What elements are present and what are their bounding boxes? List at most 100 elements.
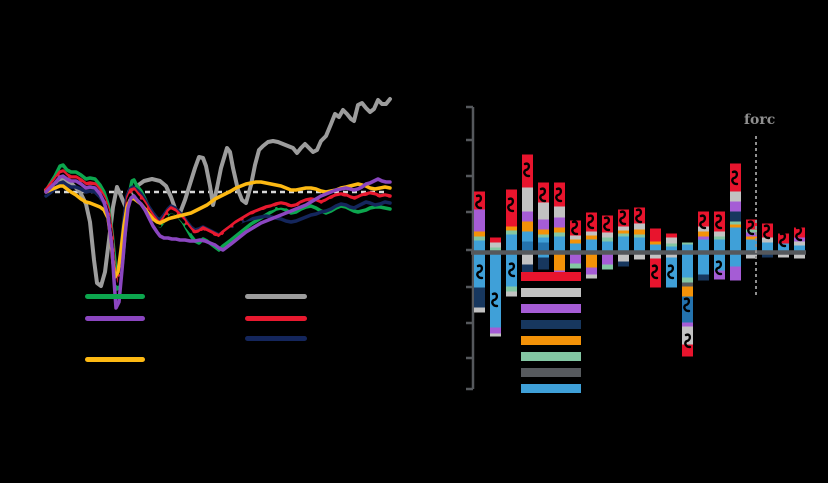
bar-3-value-glyph-0: [507, 197, 515, 213]
bar-2-seg-seafoam: [490, 247, 501, 251]
bar-1-seg-gray_light: [474, 307, 485, 313]
bar-4-seg-navy: [522, 264, 533, 273]
bar-6-seg-seafoam: [554, 232, 565, 237]
line-series-gray: [44, 97, 392, 288]
bar-18-seg-red: [746, 219, 757, 230]
bar-5-seg-gray_light: [538, 202, 549, 220]
bar-20-value-glyph-0: [779, 232, 787, 248]
bar-4-seg-gray_light: [522, 187, 533, 212]
bar-16-seg-seafoam: [714, 236, 725, 240]
bar-13-seg-gray_light: [666, 237, 677, 244]
bar-9-seg-purple: [602, 254, 613, 265]
bar-1-seg-seafoam: [474, 236, 485, 241]
bar-3-seg-red: [506, 189, 517, 227]
bar-21-seg-blue: [794, 245, 805, 251]
bar-13-value-glyph-0: [667, 264, 675, 280]
bar-2-seg-gray_light: [490, 242, 501, 248]
legend-swatch-yellow-series: [85, 357, 145, 362]
bar-10-seg-seafoam: [618, 233, 629, 237]
bar-9-seg-gray_light: [602, 232, 613, 238]
bar-15-seg-orange: [698, 231, 709, 237]
bar-1-seg-blue: [474, 240, 485, 251]
bar-1-seg-purple: [474, 209, 485, 232]
bar-19-seg-gray_light: [762, 237, 773, 243]
bar-legend-swatch-blue: [521, 384, 581, 393]
bar-13-seg-blue: [666, 246, 677, 251]
bar-11-seg-orange: [634, 229, 645, 235]
bar-6-seg-purple: [554, 217, 565, 228]
legend-swatch-green-series: [85, 294, 145, 299]
bar-15-seg-blue: [698, 254, 709, 275]
bar-4-seg-orange: [522, 221, 533, 232]
bar-13-seg-seafoam: [666, 243, 677, 247]
bar-11-seg-gray_light: [634, 223, 645, 230]
bar-21-seg-gray_light: [794, 254, 805, 259]
bar-3-seg-gray_light: [506, 291, 517, 297]
legend-swatch-red-series: [245, 316, 307, 321]
bar-8-seg-purple: [586, 267, 597, 275]
bar-18-seg-seafoam: [746, 229, 757, 233]
bar-6-seg-orange: [554, 254, 565, 271]
bar-3-seg-seafoam: [506, 286, 517, 292]
bar-10-seg-orange: [618, 230, 629, 234]
bar-17-seg-orange: [730, 224, 741, 228]
bar-21-seg-gray_light: [794, 241, 805, 246]
bar-20-seg-gray_light: [778, 254, 789, 258]
bar-12-seg-red: [650, 258, 661, 288]
bar-16-value-glyph-0: [715, 214, 723, 230]
bar-14-seg-blue: [682, 254, 693, 278]
bar-2-value-glyph-0: [491, 292, 499, 308]
bar-1-seg-navy: [474, 287, 485, 308]
bar-13-seg-gray_light: [666, 254, 677, 258]
bar-14-seg-gray_dark: [682, 282, 693, 287]
bar-7-value-glyph-0: [571, 220, 579, 236]
bar-3-value-glyph-1: [508, 262, 516, 278]
bar-5-seg-orange: [538, 229, 549, 235]
bar-8-seg-gray_light: [586, 231, 597, 236]
bar-17-seg-blue: [730, 227, 741, 251]
legend-swatch-navy-series: [245, 336, 307, 341]
bar-16-seg-blue: [714, 239, 725, 251]
bar-19-seg-blue: [762, 242, 773, 251]
bar-14-seg-seafoam: [682, 277, 693, 283]
bar-14-seg-orange: [682, 286, 693, 297]
bar-8-seg-gray_light: [586, 274, 597, 279]
line-series-purple: [44, 174, 392, 310]
bar-4-seg-red: [522, 154, 533, 188]
bar-7-seg-blue: [570, 243, 581, 251]
bar-14-seg-steel: [682, 296, 693, 323]
forecast-label: forc: [744, 112, 776, 128]
bar-legend-swatch-seafoam: [521, 352, 581, 361]
bar-5-seg-navy: [538, 257, 549, 270]
bar-19-value-glyph-0: [763, 224, 771, 240]
bar-5-seg-blue: [538, 254, 549, 258]
bar-11-seg-seafoam: [634, 234, 645, 238]
bar-17-value-glyph-0: [731, 170, 739, 186]
bar-17-seg-seafoam: [730, 221, 741, 225]
bar-12-seg-orange: [650, 241, 661, 245]
bar-14-value-glyph-0: [683, 297, 691, 313]
bar-4-seg-purple: [522, 211, 533, 222]
bar-legend-swatch-orange: [521, 336, 581, 345]
bar-legend-swatch-navy: [521, 320, 581, 329]
bar-legend-swatch-gray_light: [521, 288, 581, 297]
bar-17-seg-purple: [730, 266, 741, 281]
bar-9-seg-seafoam: [602, 237, 613, 242]
bar-10-value-glyph-0: [619, 210, 627, 226]
bar-17-seg-gray_light: [730, 191, 741, 202]
bar-12-seg-red: [650, 228, 661, 242]
bar-2-seg-purple: [490, 327, 501, 334]
bar-18-seg-gray_light: [746, 254, 757, 259]
bar-5-value-glyph-0: [539, 187, 547, 203]
bar-legend-swatch-gray_dark: [521, 368, 581, 377]
bar-4-seg-gray_light: [522, 254, 533, 265]
bar-10-seg-navy: [618, 261, 629, 267]
bar-2-seg-red: [490, 237, 501, 243]
bar-21-value-glyph-0: [795, 226, 803, 242]
bar-5-seg-seafoam: [538, 234, 549, 238]
bar-11-value-glyph-0: [635, 208, 643, 224]
bar-4-seg-steel: [522, 241, 533, 251]
bar-legend-swatch-red: [521, 272, 581, 281]
bar-5-seg-blue: [538, 237, 549, 243]
bar-6-seg-gray_light: [554, 206, 565, 218]
